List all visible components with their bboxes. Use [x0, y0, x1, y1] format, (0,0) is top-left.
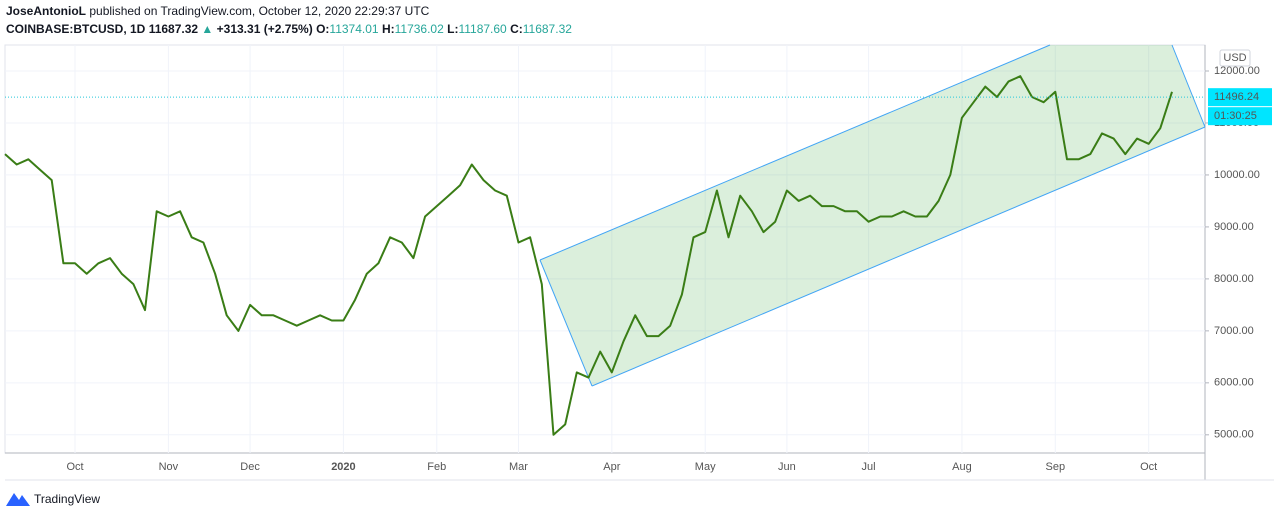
- grid: [5, 45, 1205, 453]
- ohlc-value: 11736.02: [395, 22, 444, 36]
- ohlc-key: O:: [316, 22, 329, 36]
- y-tick-label: 9000.00: [1214, 221, 1254, 233]
- x-tick-label: Apr: [603, 461, 620, 473]
- y-tick-label: 8000.00: [1214, 273, 1254, 285]
- currency: USD: [1223, 52, 1246, 64]
- y-tick-label: 5000.00: [1214, 429, 1254, 441]
- channel-lower: [591, 126, 1206, 387]
- channel-upper: [539, 44, 1051, 261]
- change-arrow: ▲: [201, 22, 213, 36]
- currency-box: [1219, 49, 1251, 67]
- author: JoseAntonioL: [6, 4, 86, 18]
- x-tick-label: Aug: [952, 461, 972, 473]
- y-tick-label: 7000.00: [1214, 325, 1254, 337]
- y-tick-label: 6000.00: [1214, 377, 1254, 389]
- change: +313.31 (+2.75%): [217, 22, 313, 36]
- x-tick-label: Jul: [862, 461, 876, 473]
- x-tick-label: Mar: [509, 461, 528, 473]
- ohlc-key: H:: [382, 22, 395, 36]
- channel-edge: [1171, 44, 1206, 128]
- x-tick-label: Dec: [240, 461, 260, 473]
- price-label: 11496.24: [1214, 91, 1259, 103]
- x-tick-label: Feb: [427, 461, 446, 473]
- y-tick-label: 10000.00: [1214, 169, 1260, 181]
- x-tick-label: Jun: [778, 461, 796, 473]
- brand: TradingView: [34, 492, 100, 506]
- header-line: JoseAntonioL published on TradingView.co…: [6, 4, 430, 18]
- ohlc-value: 11687.32: [523, 22, 572, 36]
- ohlc-value: 11374.01: [329, 22, 378, 36]
- countdown: 01:30:25: [1214, 110, 1257, 122]
- symbol: COINBASE:BTCUSD, 1D: [6, 22, 146, 36]
- last-price: 11687.32: [149, 22, 199, 36]
- x-tick-label: 2020: [331, 461, 355, 473]
- price-label-box: [1208, 88, 1272, 107]
- x-tick-label: May: [695, 461, 716, 473]
- x-tick-label: Sep: [1046, 461, 1066, 473]
- y-tick-label: 12000.00: [1214, 65, 1260, 77]
- channel-edge: [539, 259, 593, 387]
- x-tick-label: Oct: [1140, 461, 1157, 473]
- symbol-line: COINBASE:BTCUSD, 1D 11687.32 ▲ +313.31 (…: [6, 22, 572, 36]
- countdown-box: [1208, 107, 1272, 126]
- ohlc-value: 11187.60: [458, 22, 507, 36]
- logo-icon: [6, 493, 30, 506]
- x-tick-label: Oct: [66, 461, 83, 473]
- channel-fill: [540, 45, 1205, 386]
- published: published on TradingView.com, October 12…: [89, 4, 429, 18]
- x-tick-label: Nov: [159, 461, 179, 473]
- brand-logo: TradingView: [6, 492, 100, 506]
- ohlc-key: C:: [510, 22, 523, 36]
- ohlc-key: L:: [447, 22, 458, 36]
